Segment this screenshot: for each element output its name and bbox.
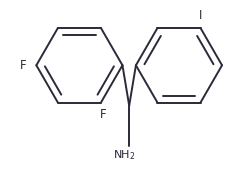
Text: F: F (100, 108, 107, 121)
Text: NH$_2$: NH$_2$ (112, 149, 135, 162)
Text: I: I (198, 9, 201, 22)
Text: F: F (19, 59, 26, 72)
